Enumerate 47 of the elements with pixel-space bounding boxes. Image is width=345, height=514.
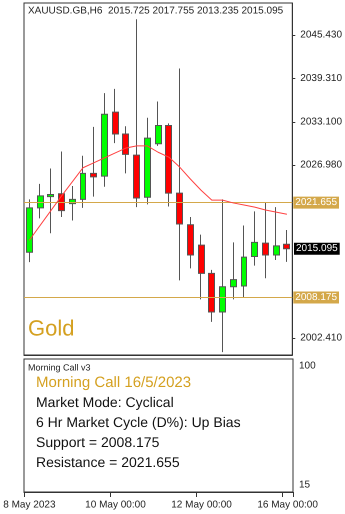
candlestick <box>133 18 140 208</box>
text: Support = 2008.175 <box>36 434 160 450</box>
candlestick <box>219 198 226 353</box>
ref-line-label: 2008.175 <box>295 292 338 303</box>
text: 100 <box>299 360 316 372</box>
candlestick <box>241 224 247 298</box>
candlestick <box>101 92 108 188</box>
y-tick-label: 2045.430 <box>300 30 342 41</box>
text: Morning Call 16/5/2023 <box>36 374 192 391</box>
y-tick-label: 2039.310 <box>300 72 342 84</box>
candlestick <box>251 210 258 266</box>
chart-title: XAUUSD.GB,H6 2015.725 2017.755 2013.235 2015.095 <box>28 6 284 16</box>
text: 15 <box>299 480 311 490</box>
candlestick <box>80 155 86 208</box>
candlestick <box>122 126 129 174</box>
candlestick <box>144 117 151 205</box>
ref-line-label: 2021.655 <box>295 197 338 208</box>
text: Resistance = 2021.655 <box>36 454 180 470</box>
candlestick <box>112 88 119 144</box>
annotation: Gold <box>28 316 74 340</box>
candlestick <box>187 216 194 269</box>
category-label: 16 May 00:00 <box>257 500 318 510</box>
category-label: 8 May 2023 <box>3 500 56 510</box>
y-tick-label: 2026.980 <box>300 160 342 171</box>
candlestick <box>90 126 97 198</box>
candlestick <box>208 269 215 322</box>
candlestick <box>283 230 290 262</box>
category-label: 12 May 00:00 <box>171 500 232 510</box>
candlestick <box>165 122 172 207</box>
line-series <box>28 145 288 241</box>
text: 2015.095 <box>296 243 338 254</box>
y-tick-label: 2002.410 <box>300 332 342 344</box>
text: 6 Hr Market Cycle (D%): Up Bias <box>36 414 241 430</box>
candlestick <box>176 68 183 281</box>
candlestick <box>273 206 280 260</box>
text: Market Mode: Cyclical <box>36 394 174 410</box>
candlestick <box>37 183 44 219</box>
y-tick-label: 2033.100 <box>300 116 342 128</box>
candlestick <box>155 101 162 146</box>
candlestick <box>198 234 205 300</box>
candlestick <box>230 242 237 300</box>
category-label: 10 May 00:00 <box>85 500 146 510</box>
candlestick <box>58 151 65 218</box>
candlestick <box>26 198 33 263</box>
text: Morning Call v3 <box>28 362 91 372</box>
candlestick <box>262 202 269 279</box>
candlestick <box>47 168 54 234</box>
